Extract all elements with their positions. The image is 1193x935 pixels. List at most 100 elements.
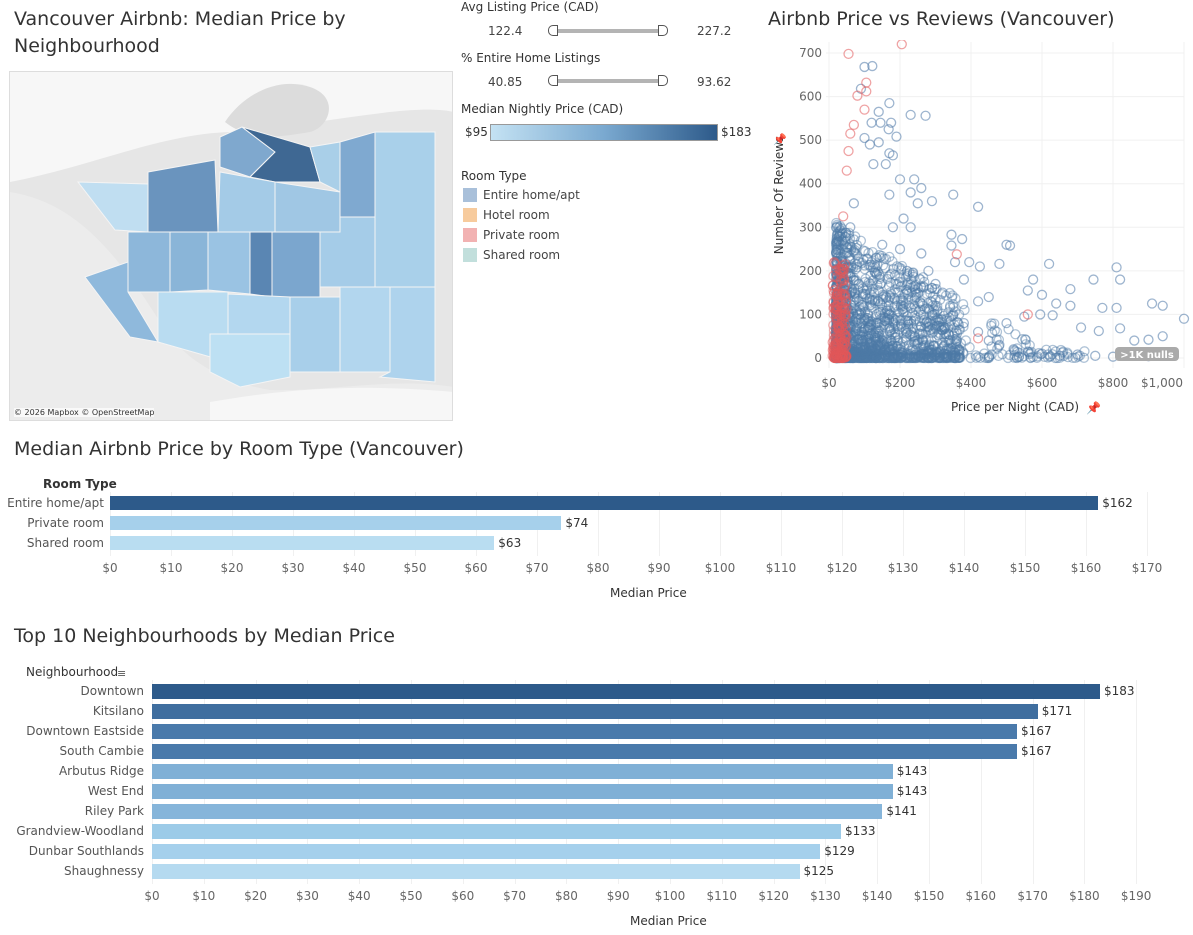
scatter-point <box>890 329 901 341</box>
bar[interactable] <box>110 496 1099 510</box>
scatter-point <box>874 351 885 363</box>
scatter-point <box>863 343 874 354</box>
legend-swatch[interactable] <box>463 188 477 202</box>
gridline <box>411 680 412 884</box>
scatter-point <box>864 293 875 304</box>
legend-swatch[interactable] <box>463 248 477 262</box>
legend-item-label[interactable]: Entire home/apt <box>483 188 580 202</box>
scatter-point <box>885 335 897 347</box>
bar[interactable] <box>152 784 893 799</box>
entire-home-slider-track[interactable] <box>551 79 663 83</box>
scatter-point <box>870 311 882 323</box>
scatter-point <box>896 352 908 363</box>
scatter-point <box>879 344 890 355</box>
scatter-point <box>1111 302 1122 314</box>
bar[interactable] <box>152 704 1038 719</box>
scatter-point <box>874 352 885 363</box>
scatter-point <box>916 298 928 310</box>
scatter-point <box>895 293 906 305</box>
scatter-point <box>851 259 863 270</box>
bar[interactable] <box>110 516 562 530</box>
scatter-point <box>842 242 853 253</box>
color-legend-title: Median Nightly Price (CAD) <box>461 102 624 116</box>
neighbourhood-map[interactable]: © 2026 Mapbox © OpenStreetMap <box>9 71 453 421</box>
category-label: Downtown Eastside <box>26 724 144 738</box>
scatter-point <box>909 338 920 350</box>
bar[interactable] <box>152 744 1018 759</box>
scatter-point <box>881 348 893 360</box>
gridline <box>721 680 723 884</box>
map-canvas[interactable] <box>10 72 453 421</box>
scatter-point <box>944 302 956 313</box>
scatter-plot-area[interactable]: 0 100 200 300 400 500 600 700 $0 $200 $400 $600 $800… <box>770 39 1193 420</box>
entire-home-slider-max-handle[interactable] <box>658 75 668 86</box>
scatter-point <box>831 217 842 229</box>
scatter-point <box>930 323 942 334</box>
scatter-point <box>851 242 862 254</box>
bar[interactable] <box>152 864 800 879</box>
avg-price-slider-track[interactable] <box>551 29 663 33</box>
scatter-point <box>848 119 859 131</box>
scatter-point <box>929 340 941 352</box>
scatter-point <box>922 352 934 363</box>
x-tick-label: $20 <box>244 889 268 903</box>
scatter-point <box>844 251 855 262</box>
scatter-point <box>917 272 929 283</box>
scatter-point <box>861 77 872 88</box>
scatter-point <box>883 271 894 282</box>
scatter-point <box>915 321 927 333</box>
scatter-point <box>884 251 895 263</box>
avg-price-slider-max-handle[interactable] <box>658 25 668 36</box>
scatter-point <box>854 330 866 341</box>
scatter-point <box>947 345 958 357</box>
scatter-point <box>896 348 907 360</box>
legend-item-label[interactable]: Hotel room <box>483 208 550 222</box>
entire-home-slider-min-handle[interactable] <box>548 75 558 86</box>
scatter-point <box>933 352 944 363</box>
scatter-point <box>831 230 843 241</box>
scatter-point <box>897 277 908 288</box>
sort-icon[interactable]: ≡ <box>117 667 127 680</box>
legend-item-label[interactable]: Private room <box>483 228 560 242</box>
scatter-point <box>945 349 956 360</box>
scatter-point <box>918 349 929 360</box>
scatter-point <box>881 292 892 303</box>
scatter-point <box>894 307 905 318</box>
scatter-point <box>938 352 949 363</box>
top10-title: Top 10 Neighbourhoods by Median Price <box>14 625 395 647</box>
bar[interactable] <box>152 764 893 779</box>
scatter-point <box>862 347 874 359</box>
scatter-chart[interactable]: 0 100 200 300 400 500 600 700 $0 $200 $400 $600 $800… <box>770 39 1193 420</box>
bar[interactable] <box>152 684 1100 699</box>
legend-swatch[interactable] <box>463 208 477 222</box>
scatter-point <box>910 313 921 325</box>
scatter-point <box>861 352 872 364</box>
legend-item-label[interactable]: Shared room <box>483 248 561 262</box>
scatter-point <box>925 352 937 364</box>
scatter-point <box>943 328 954 340</box>
legend-swatch[interactable] <box>463 228 477 242</box>
bar[interactable] <box>110 536 495 550</box>
scatter-point <box>858 329 869 340</box>
scatter-point <box>1157 331 1168 342</box>
scatter-point <box>917 352 929 363</box>
scatter-point <box>926 347 938 358</box>
data-label: $171 <box>1041 704 1073 718</box>
scatter-point <box>926 344 937 355</box>
avg-price-slider-min-handle[interactable] <box>548 25 558 36</box>
scatter-point <box>862 308 873 319</box>
bar[interactable] <box>152 724 1018 739</box>
bar[interactable] <box>152 844 821 859</box>
scatter-point <box>919 352 930 363</box>
scatter-point <box>863 322 874 333</box>
scatter-point <box>875 351 887 362</box>
bar[interactable] <box>152 804 883 819</box>
scatter-point <box>866 256 877 268</box>
gridline <box>514 680 516 884</box>
scatter-point <box>831 243 843 254</box>
bar[interactable] <box>152 824 841 839</box>
scatter-point <box>897 295 909 306</box>
x-tick-label: $800 <box>1098 376 1129 390</box>
x-axis-title: Median Price <box>610 586 687 600</box>
scatter-point <box>868 340 879 352</box>
